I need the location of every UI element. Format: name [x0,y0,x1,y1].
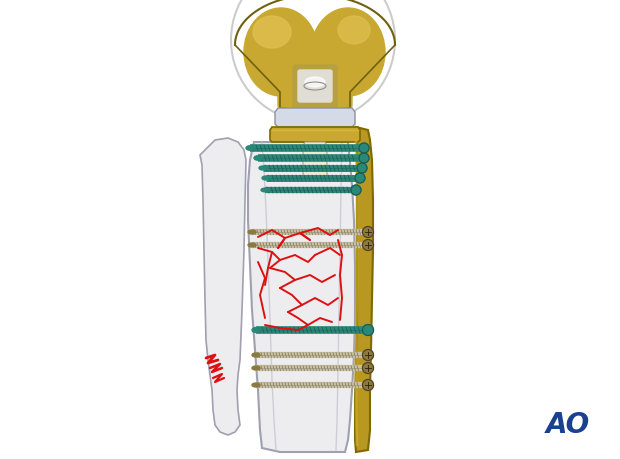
Text: AO: AO [546,411,590,439]
Ellipse shape [254,156,262,160]
Ellipse shape [311,8,385,96]
Ellipse shape [262,176,270,180]
FancyBboxPatch shape [298,70,332,102]
Circle shape [363,226,373,237]
Ellipse shape [259,166,267,170]
Polygon shape [270,127,360,142]
Ellipse shape [338,16,370,44]
Circle shape [359,143,369,153]
Circle shape [363,240,373,251]
Ellipse shape [244,8,318,96]
Circle shape [357,163,367,173]
Polygon shape [275,108,355,127]
Ellipse shape [305,77,325,87]
Circle shape [355,173,365,183]
Ellipse shape [261,188,269,192]
Ellipse shape [253,16,291,48]
Polygon shape [200,138,246,435]
Ellipse shape [246,146,254,150]
Ellipse shape [252,383,260,387]
Circle shape [363,349,373,360]
Polygon shape [248,142,355,452]
Polygon shape [303,142,327,180]
FancyBboxPatch shape [278,52,352,108]
Circle shape [363,380,373,391]
Polygon shape [355,127,373,452]
Ellipse shape [252,366,260,370]
Ellipse shape [252,353,260,357]
Circle shape [359,153,369,163]
Ellipse shape [252,328,260,332]
FancyBboxPatch shape [293,65,337,109]
Ellipse shape [248,243,256,247]
Circle shape [363,325,373,336]
Ellipse shape [248,230,256,234]
Circle shape [351,185,361,195]
Circle shape [231,0,395,122]
Circle shape [363,363,373,374]
